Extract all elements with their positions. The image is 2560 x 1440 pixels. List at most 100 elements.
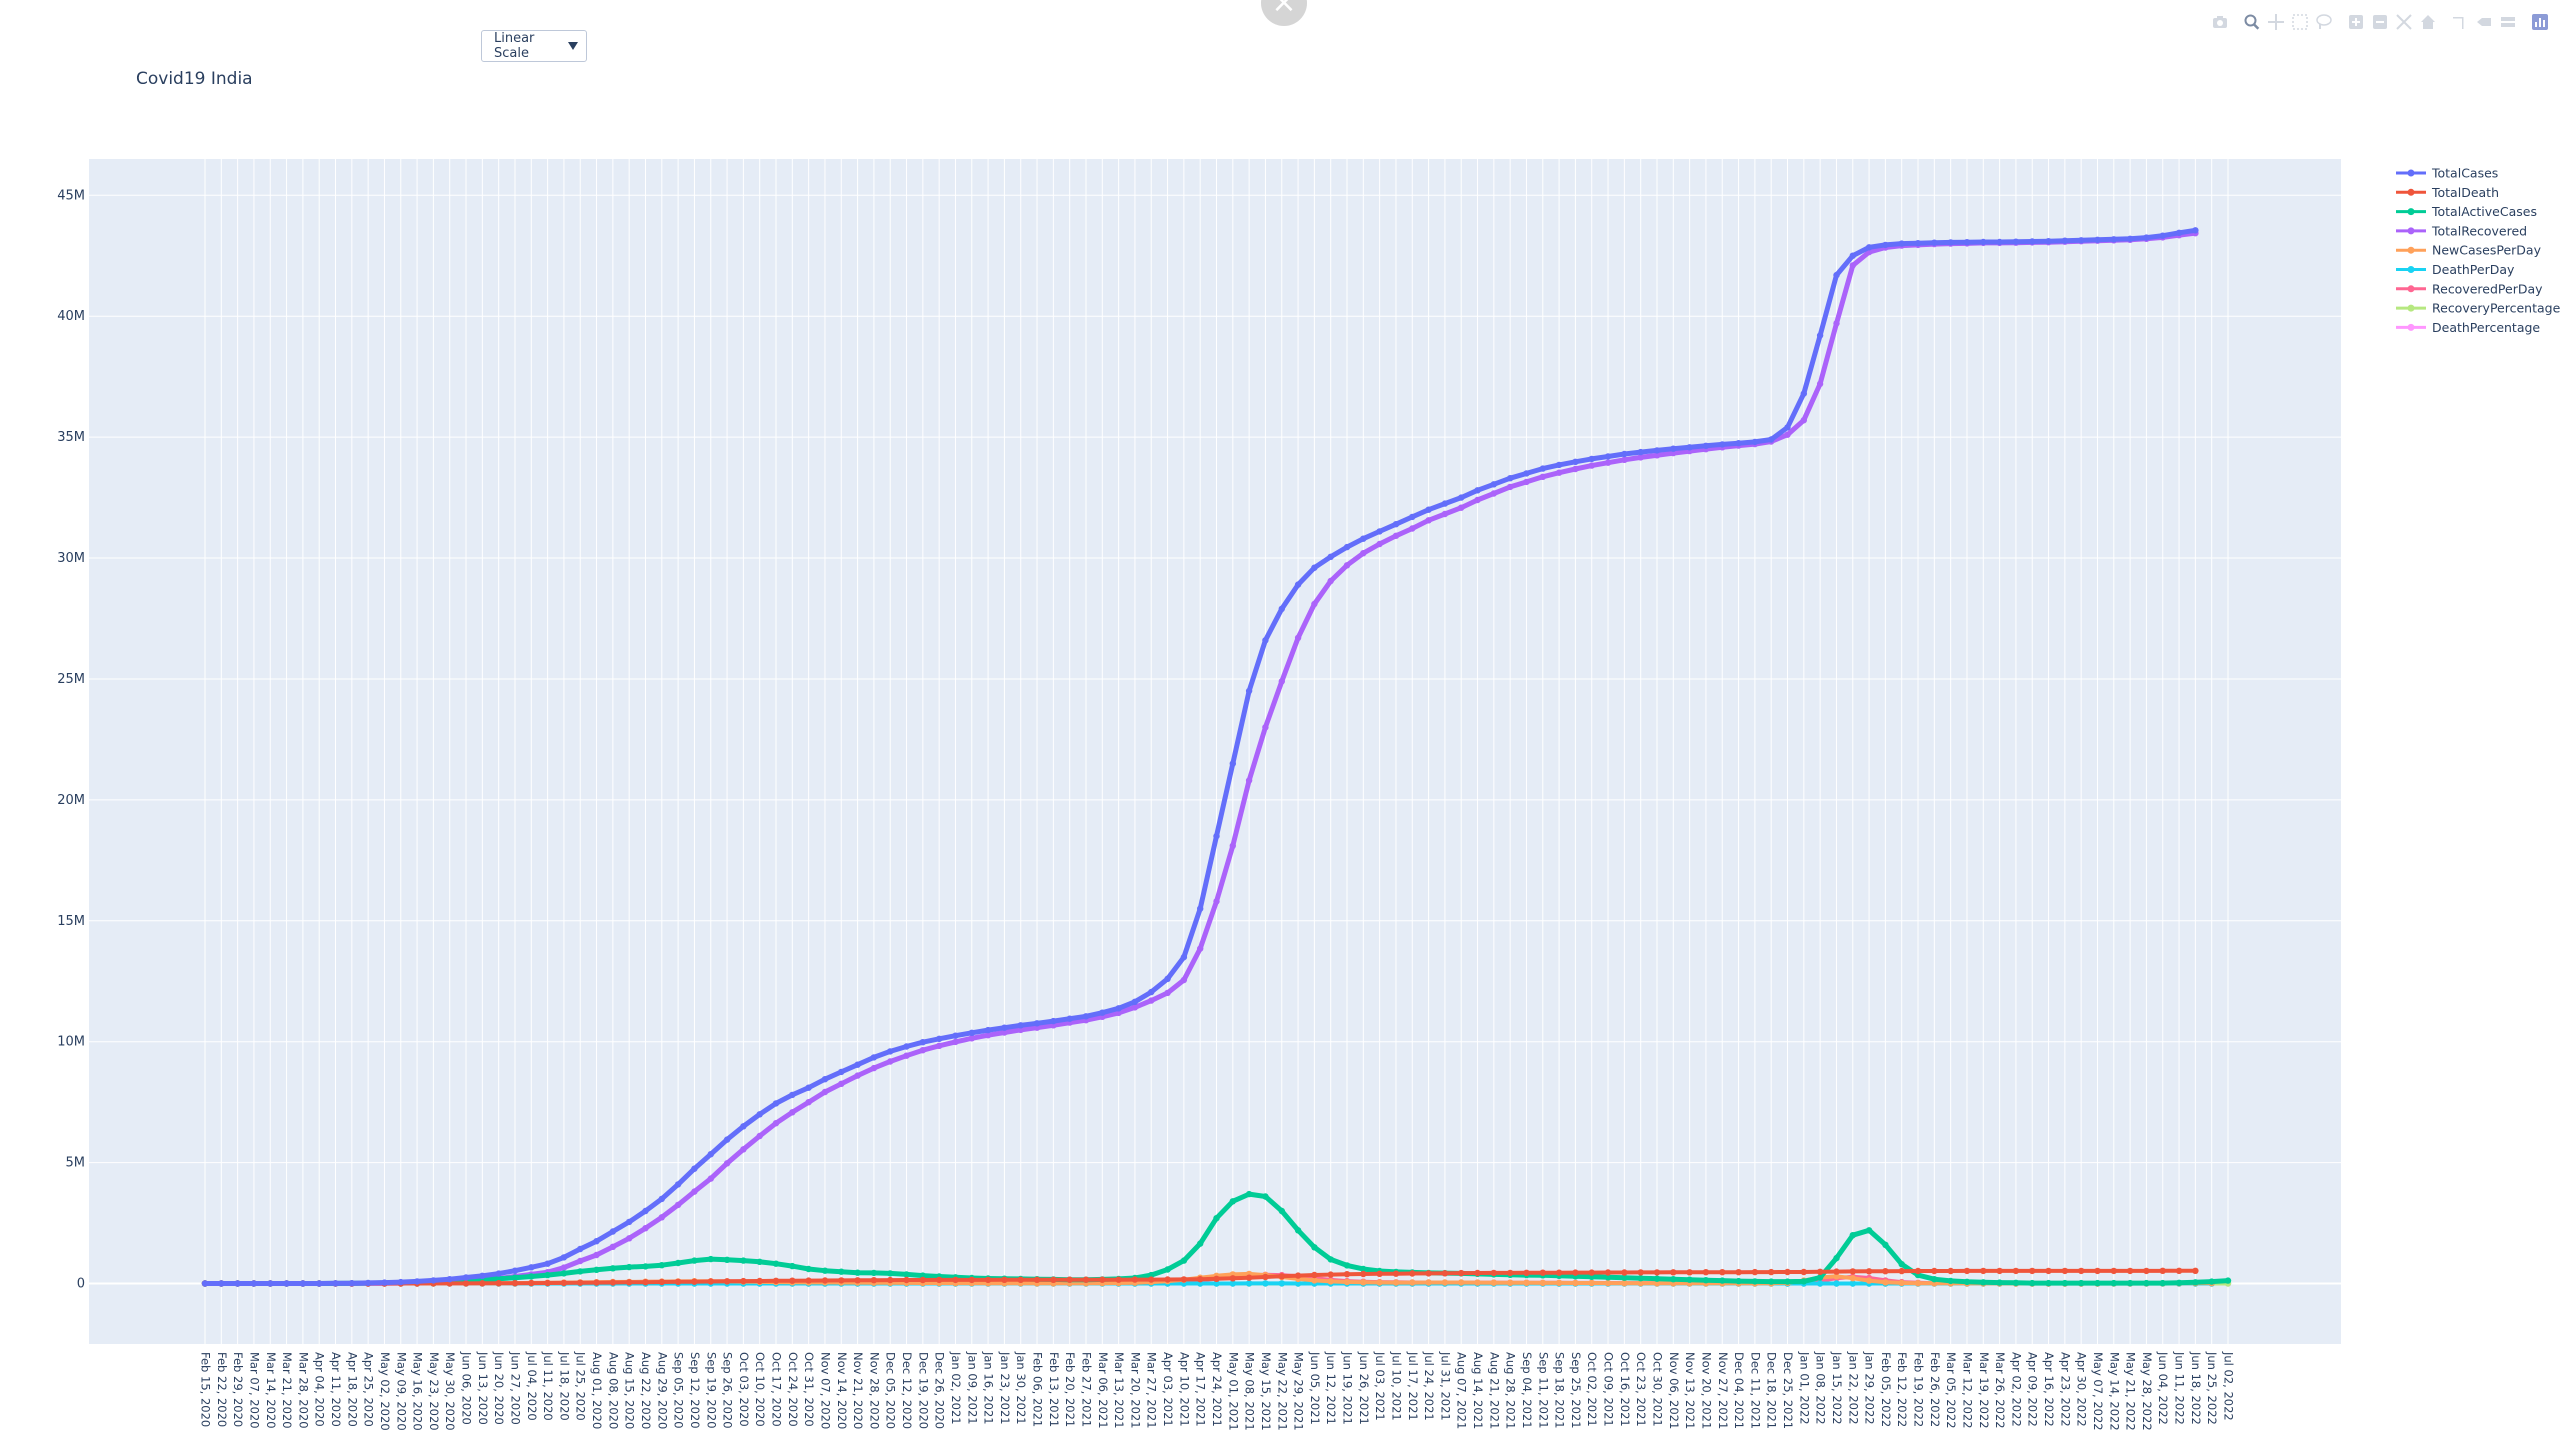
data-point[interactable] (1294, 634, 1302, 641)
data-point[interactable] (1947, 1277, 1954, 1285)
data-point[interactable] (2045, 1279, 2052, 1287)
data-point[interactable] (1131, 998, 1139, 1005)
data-point[interactable] (984, 1276, 992, 1284)
data-point[interactable] (1213, 832, 1220, 840)
data-point[interactable] (870, 1064, 878, 1072)
data-point[interactable] (919, 1276, 926, 1284)
data-point[interactable] (413, 1278, 421, 1285)
data-point[interactable] (1784, 431, 1791, 438)
data-point[interactable] (1523, 1269, 1530, 1277)
data-point[interactable] (1751, 438, 1759, 446)
data-point[interactable] (1294, 1280, 1302, 1287)
data-point[interactable] (1148, 1276, 1155, 1283)
data-point[interactable] (1719, 441, 1726, 448)
data-point[interactable] (1882, 1241, 1889, 1249)
data-point[interactable] (1050, 1276, 1057, 1284)
data-point[interactable] (577, 1268, 584, 1275)
data-point[interactable] (593, 1266, 600, 1274)
data-point[interactable] (1164, 975, 1171, 982)
data-point[interactable] (1523, 1279, 1530, 1287)
data-point[interactable] (1898, 1267, 1905, 1275)
spike-lines-icon[interactable] (2448, 10, 2472, 34)
data-point[interactable] (2175, 1279, 2183, 1287)
data-point[interactable] (1947, 1267, 1954, 1275)
data-point[interactable] (1523, 478, 1530, 486)
data-point[interactable] (1245, 1274, 1253, 1281)
data-point[interactable] (1229, 1198, 1237, 1205)
data-point[interactable] (642, 1263, 649, 1270)
data-point[interactable] (1066, 1276, 1073, 1283)
data-point[interactable] (1327, 1271, 1334, 1278)
data-point[interactable] (1914, 240, 1922, 247)
data-point[interactable] (838, 1268, 845, 1275)
data-point[interactable] (2078, 237, 2085, 244)
data-point[interactable] (756, 1111, 763, 1118)
zoom-out-icon[interactable] (2368, 10, 2392, 34)
data-point[interactable] (1376, 528, 1383, 535)
data-point[interactable] (577, 1257, 584, 1265)
data-point[interactable] (593, 1251, 600, 1259)
data-point[interactable] (968, 1029, 975, 1037)
data-point[interactable] (1670, 449, 1677, 457)
data-point[interactable] (1360, 1279, 1367, 1286)
data-point[interactable] (1865, 1227, 1873, 1234)
data-point[interactable] (1376, 1279, 1383, 1286)
data-point[interactable] (1555, 461, 1563, 469)
data-point[interactable] (772, 1120, 780, 1127)
data-point[interactable] (838, 1068, 845, 1076)
data-point[interactable] (1637, 454, 1644, 461)
data-point[interactable] (707, 1175, 714, 1182)
data-point[interactable] (1229, 1280, 1237, 1287)
data-point[interactable] (723, 1278, 731, 1285)
data-point[interactable] (723, 1136, 731, 1143)
data-point[interactable] (805, 1099, 812, 1106)
data-point[interactable] (2159, 232, 2166, 239)
data-point[interactable] (1001, 1024, 1008, 1031)
reset-axes-icon[interactable] (2416, 10, 2440, 34)
data-point[interactable] (1816, 380, 1824, 388)
data-point[interactable] (1343, 543, 1351, 551)
data-point[interactable] (1588, 462, 1595, 469)
data-point[interactable] (218, 1280, 225, 1287)
data-point[interactable] (1963, 1267, 1971, 1275)
data-point[interactable] (511, 1274, 519, 1281)
data-point[interactable] (1490, 490, 1498, 497)
data-point[interactable] (1751, 1278, 1759, 1285)
data-point[interactable] (2110, 236, 2117, 243)
data-point[interactable] (740, 1257, 747, 1264)
data-point[interactable] (1849, 262, 1857, 269)
data-point[interactable] (1865, 1268, 1873, 1275)
zoom-in-icon[interactable] (2344, 10, 2368, 34)
data-point[interactable] (511, 1280, 519, 1287)
data-point[interactable] (1409, 525, 1416, 532)
data-point[interactable] (658, 1214, 665, 1221)
data-point[interactable] (821, 1088, 829, 1096)
data-point[interactable] (1637, 1275, 1644, 1282)
data-point[interactable] (1148, 988, 1155, 996)
data-point[interactable] (1702, 1269, 1710, 1276)
data-point[interactable] (2061, 1267, 2069, 1275)
data-point[interactable] (1033, 1276, 1041, 1284)
data-point[interactable] (936, 1042, 943, 1050)
data-point[interactable] (626, 1279, 633, 1286)
data-point[interactable] (658, 1262, 665, 1269)
data-point[interactable] (903, 1043, 910, 1050)
data-point[interactable] (1800, 390, 1808, 397)
data-point[interactable] (1360, 1265, 1367, 1273)
data-point[interactable] (1686, 1269, 1693, 1276)
data-point[interactable] (919, 1272, 926, 1279)
data-point[interactable] (201, 1280, 209, 1287)
data-point[interactable] (1278, 678, 1286, 685)
data-point[interactable] (789, 1262, 796, 1270)
data-point[interactable] (2175, 229, 2183, 236)
data-point[interactable] (2094, 1267, 2101, 1275)
data-point[interactable] (1409, 1279, 1416, 1286)
data-point[interactable] (1115, 1005, 1122, 1012)
data-point[interactable] (2094, 236, 2101, 243)
data-point[interactable] (1099, 1276, 1106, 1283)
data-point[interactable] (1343, 562, 1351, 569)
data-point[interactable] (1343, 1271, 1351, 1278)
data-point[interactable] (626, 1263, 633, 1271)
data-point[interactable] (1278, 1207, 1286, 1215)
data-point[interactable] (1849, 252, 1857, 259)
